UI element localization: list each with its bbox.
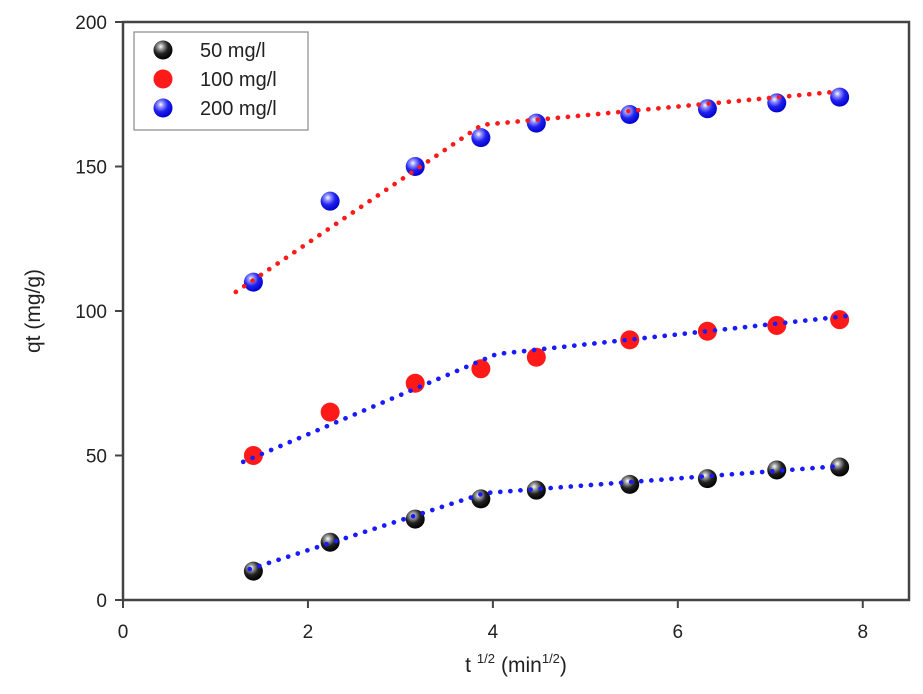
x-axis-title-unit: (min	[501, 654, 542, 677]
data-point-series-2	[620, 330, 640, 350]
data-point-series-3	[320, 191, 340, 211]
data-point-series-2	[320, 402, 340, 422]
legend-label-series-1: 50 mg/l	[200, 40, 266, 62]
y-axis: 0 50 100 150 200	[75, 13, 123, 612]
y-tick-label: 100	[75, 302, 107, 323]
data-point-series-2	[767, 315, 787, 335]
data-points	[233, 87, 851, 581]
fit-line-overlay-series-3	[233, 89, 837, 295]
data-point-series-1	[320, 532, 340, 552]
fit-line-overlay-series-2	[240, 313, 851, 465]
data-point-series-1	[405, 509, 425, 529]
legend-label-series-3: 200 mg/l	[200, 98, 277, 120]
data-point-series-1	[767, 460, 787, 480]
x-tick-label: 4	[488, 622, 499, 643]
legend-marker-series-3	[153, 98, 173, 118]
data-point-series-2	[697, 321, 717, 341]
data-point-series-3	[526, 113, 546, 133]
data-point-series-2	[243, 446, 263, 465]
legend: 50 mg/l 100 mg/l 200 mg/l	[133, 31, 309, 131]
x-axis-title-unit-sup: 1/2	[542, 651, 560, 666]
fit-line-series-1	[247, 463, 845, 572]
y-tick-label: 150	[75, 158, 107, 179]
data-point-series-1	[830, 457, 850, 477]
data-point-series-3	[767, 93, 787, 113]
legend-marker-series-1	[153, 40, 173, 60]
fit-line-series-2	[240, 313, 851, 465]
x-axis-title-var: t	[465, 654, 471, 677]
x-axis-title-unit-close: )	[560, 654, 567, 677]
x-axis: 0 2 4 6 8	[118, 600, 868, 643]
data-point-series-3	[620, 104, 640, 124]
data-point-series-3	[697, 99, 717, 119]
data-point-series-1	[471, 489, 491, 509]
fit-line-overlay-series-1	[247, 463, 845, 572]
y-tick-label: 50	[86, 447, 107, 468]
legend-marker-series-2	[153, 69, 173, 89]
y-tick-label: 0	[96, 591, 107, 612]
data-point-series-3	[830, 87, 850, 107]
data-point-series-1	[620, 474, 640, 494]
data-point-series-2	[830, 310, 850, 330]
legend-label-series-2: 100 mg/l	[200, 69, 277, 91]
x-tick-label: 8	[857, 622, 868, 643]
y-tick-label: 200	[75, 13, 107, 34]
data-point-series-3	[471, 128, 491, 148]
y-axis-title: qt (mg/g)	[22, 269, 45, 353]
x-tick-label: 2	[303, 622, 314, 643]
x-tick-label: 6	[673, 622, 684, 643]
x-axis-title: t 1/2 (min1/2)	[465, 651, 567, 677]
data-point-series-2	[526, 347, 546, 367]
x-axis-title-sup: 1/2	[477, 651, 495, 666]
x-tick-label: 0	[118, 622, 129, 643]
data-point-series-1	[526, 480, 546, 500]
